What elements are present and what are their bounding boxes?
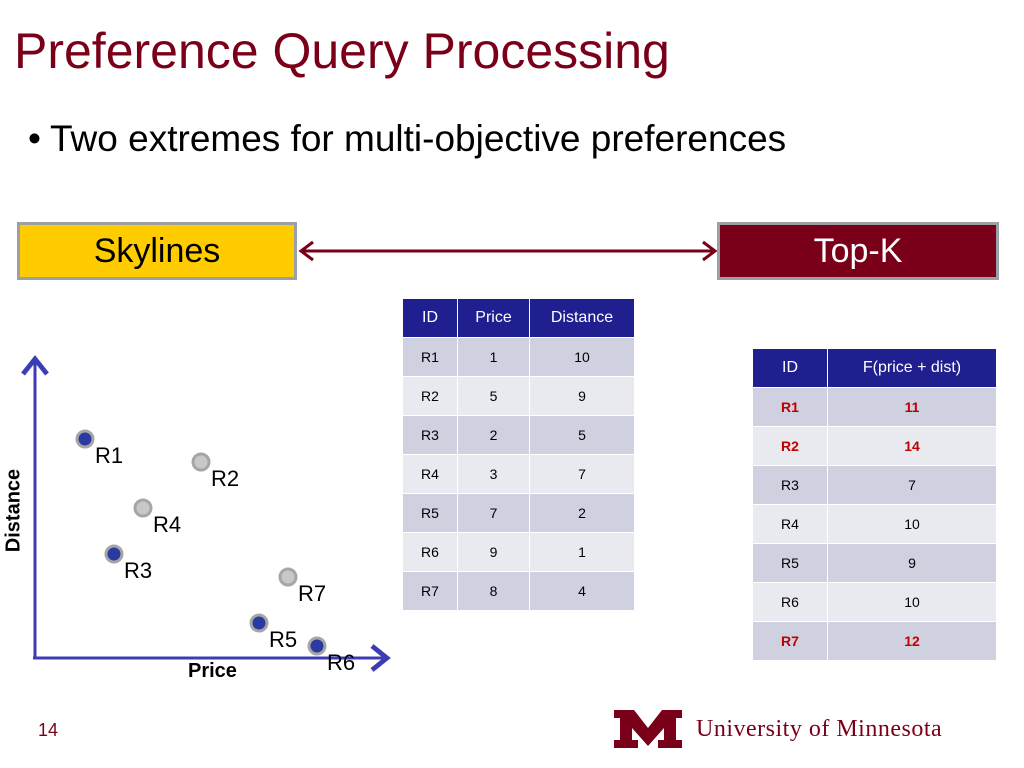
point-label-r1: R1 [95,443,123,468]
university-name: University of Minnesota [696,715,943,742]
university-logo: University of Minnesota [612,708,942,750]
slide-title: Preference Query Processing [14,23,670,79]
table-row: R3 2 5 [402,415,635,455]
table-header-score: F(price + dist) [827,348,997,388]
double-arrow-icon [298,240,718,262]
table-row: R5 9 [752,543,997,583]
data-table: ID Price Distance R1 1 10 R2 5 9 R3 2 5 R4 3 7 R… [402,298,635,611]
table-row: R3 7 [752,465,997,505]
cell-score: 14 [827,426,997,466]
table-header-price: Price [457,298,530,338]
table-header-distance: Distance [529,298,635,338]
cell-id: R5 [402,493,458,533]
table-row: R2 5 9 [402,376,635,416]
cell-id: R7 [402,571,458,611]
topk-label: Top-K [813,231,903,270]
cell-score: 11 [827,387,997,427]
bullet-text: Two extremes for multi-objective prefere… [50,118,787,159]
cell-price: 1 [457,337,530,377]
cell-distance: 9 [529,376,635,416]
cell-id: R1 [752,387,828,427]
table-row: R7 12 [752,621,997,661]
data-point-r2 [191,452,211,472]
data-point-r6 [307,636,327,656]
table-row: R4 10 [752,504,997,544]
page-number: 14 [38,720,59,740]
cell-price: 5 [457,376,530,416]
skylines-label: Skylines [93,231,221,270]
cell-score: 9 [827,543,997,583]
cell-id: R1 [402,337,458,377]
cell-id: R3 [402,415,458,455]
topk-box: Top-K [717,222,999,280]
table-row: R4 3 7 [402,454,635,494]
score-table: ID F(price + dist) R1 11 R2 14 R3 7 R4 10 R5… [752,348,997,661]
table-row: R7 8 4 [402,571,635,611]
cell-score: 7 [827,465,997,505]
cell-distance: 4 [529,571,635,611]
bullet-dot-icon: • [28,118,41,159]
cell-id: R6 [752,582,828,622]
point-label-r2: R2 [211,466,239,491]
point-label-r5: R5 [269,627,297,652]
cell-price: 7 [457,493,530,533]
skylines-box: Skylines [17,222,297,280]
point-label-r6: R6 [327,650,355,675]
cell-score: 10 [827,504,997,544]
cell-distance: 2 [529,493,635,533]
table-row: R1 11 [752,387,997,427]
cell-price: 2 [457,415,530,455]
cell-id: R3 [752,465,828,505]
data-point-r5 [249,613,269,633]
cell-distance: 10 [529,337,635,377]
cell-price: 8 [457,571,530,611]
data-point-r7 [278,567,298,587]
cell-id: R5 [752,543,828,583]
cell-id: R2 [402,376,458,416]
data-point-r4 [133,498,153,518]
table-row: R1 1 10 [402,337,635,377]
cell-id: R4 [402,454,458,494]
data-point-r1 [75,429,95,449]
table-row: R6 10 [752,582,997,622]
cell-score: 10 [827,582,997,622]
point-label-r7: R7 [298,581,326,606]
table-row: R5 7 2 [402,493,635,533]
cell-distance: 5 [529,415,635,455]
cell-distance: 7 [529,454,635,494]
point-label-r3: R3 [124,558,152,583]
cell-id: R6 [402,532,458,572]
cell-price: 3 [457,454,530,494]
cell-distance: 1 [529,532,635,572]
cell-id: R2 [752,426,828,466]
table-row: R2 14 [752,426,997,466]
y-axis-label: Distance [2,468,25,553]
cell-price: 9 [457,532,530,572]
table-row: R6 9 1 [402,532,635,572]
cell-id: R4 [752,504,828,544]
x-axis-label: Price [188,660,237,682]
data-point-r3 [104,544,124,564]
bullet-item: • Two extremes for multi-objective prefer… [28,118,786,160]
table-header-id: ID [752,348,828,388]
point-label-r4: R4 [153,512,181,537]
table-header-id: ID [402,298,458,338]
cell-score: 12 [827,621,997,661]
cell-id: R7 [752,621,828,661]
block-m-icon [614,710,682,748]
